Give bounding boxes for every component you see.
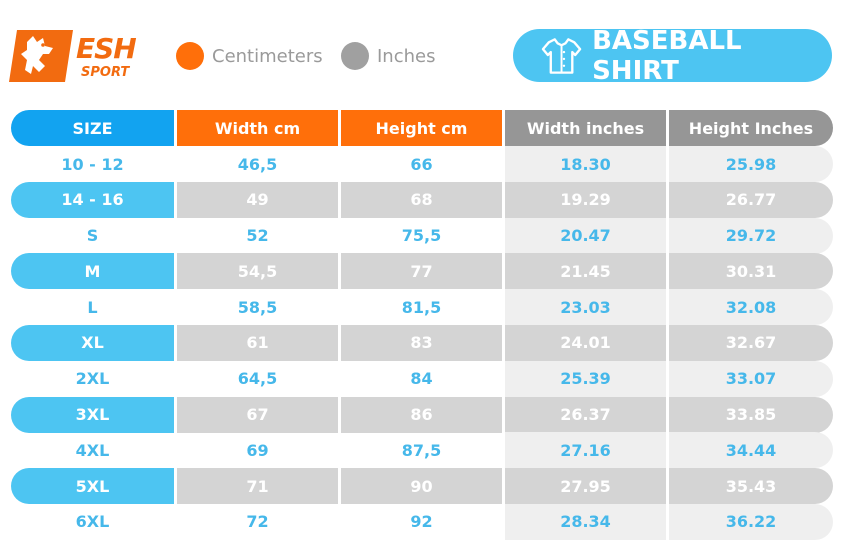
cell-width-cm: 69 <box>246 440 269 460</box>
cell-size: S <box>86 226 99 246</box>
cell-height-inches: 25.98 <box>669 146 833 182</box>
cell-width-inches: 27.95 <box>505 468 666 505</box>
cell-height-cm: 68 <box>341 181 502 218</box>
legend-cm-label: Centimeters <box>212 45 323 67</box>
cell-size: 4XL <box>75 440 110 460</box>
cell-width-inches: 21.45 <box>505 253 666 290</box>
cell-width-cm: 54,5 <box>177 253 338 290</box>
cell-width-cm: 52 <box>246 226 269 246</box>
wolf-logo-icon <box>9 30 73 82</box>
cell-width-inches: 23.03 <box>505 289 666 326</box>
cell-height-cm: 77 <box>341 253 502 290</box>
legend-inches: Inches <box>341 42 435 70</box>
header-height-cm: Height cm <box>341 110 502 146</box>
cell-height-inches: 30.31 <box>669 253 833 290</box>
cell-width-inches: 20.47 <box>505 217 666 254</box>
orange-dot-icon <box>176 42 204 70</box>
cell-width-cm: 67 <box>177 396 338 433</box>
cell-height-inches: 36.22 <box>669 503 833 540</box>
cell-height-cm: 92 <box>410 512 433 532</box>
cell-height-cm: 87,5 <box>401 440 442 460</box>
cell-width-cm: 46,5 <box>237 154 278 174</box>
product-title-pill: BASEBALL SHIRT <box>513 26 832 86</box>
cell-width-cm: 72 <box>246 512 269 532</box>
cell-height-cm: 84 <box>410 369 433 389</box>
table-row: 4XL 69 87,5 27.16 34.44 <box>11 432 833 469</box>
cell-width-inches: 18.30 <box>505 146 666 182</box>
cell-size: 6XL <box>75 512 110 532</box>
cell-height-cm: 66 <box>410 154 433 174</box>
table-row: L 58,5 81,5 23.03 32.08 <box>11 289 833 326</box>
table-row: 3XL 67 86 26.37 33.85 <box>11 396 833 433</box>
cell-size: 10 - 12 <box>61 154 124 174</box>
header-size: SIZE <box>11 110 174 146</box>
cell-width-inches: 19.29 <box>505 181 666 218</box>
table-body: 10 - 12 46,5 66 18.30 25.98 14 - 16 49 68 19.29 2… <box>11 146 833 540</box>
table-row: 14 - 16 49 68 19.29 26.77 <box>11 181 833 218</box>
cell-width-cm: 58,5 <box>237 297 278 317</box>
brand-logo: ESH SPORT <box>9 30 137 84</box>
table-row: XL 61 83 24.01 32.67 <box>11 324 833 361</box>
cell-size: 2XL <box>75 369 110 389</box>
cell-width-inches: 24.01 <box>505 324 666 361</box>
cell-width-inches: 27.16 <box>505 432 666 469</box>
header-height-inches: Height Inches <box>669 110 833 146</box>
table-row: 10 - 12 46,5 66 18.30 25.98 <box>11 146 833 182</box>
shirt-icon <box>541 37 582 74</box>
table-row: 5XL 71 90 27.95 35.43 <box>11 468 833 505</box>
cell-height-cm: 75,5 <box>401 226 442 246</box>
gray-dot-icon <box>341 42 369 70</box>
cell-width-inches: 28.34 <box>505 503 666 540</box>
brand-subname: SPORT <box>81 65 130 80</box>
cell-height-inches: 35.43 <box>669 468 833 505</box>
table-row: 6XL 72 92 28.34 36.22 <box>11 503 833 540</box>
legend-centimeters: Centimeters <box>176 42 323 70</box>
cell-height-inches: 26.77 <box>669 181 833 218</box>
table-row: S 52 75,5 20.47 29.72 <box>11 217 833 254</box>
product-title: BASEBALL SHIRT <box>592 25 742 86</box>
cell-size: M <box>11 253 174 290</box>
cell-width-cm: 64,5 <box>237 369 278 389</box>
cell-height-inches: 33.85 <box>669 396 833 433</box>
header-width-cm: Width cm <box>177 110 338 146</box>
cell-height-inches: 29.72 <box>669 217 833 254</box>
cell-width-cm: 61 <box>177 324 338 361</box>
cell-height-inches: 32.67 <box>669 324 833 361</box>
cell-size: XL <box>11 324 174 361</box>
cell-height-cm: 81,5 <box>401 297 442 317</box>
table-row: M 54,5 77 21.45 30.31 <box>11 253 833 290</box>
cell-width-cm: 71 <box>177 468 338 505</box>
cell-size: 14 - 16 <box>11 181 174 218</box>
cell-width-inches: 25.39 <box>505 360 666 397</box>
cell-width-inches: 26.37 <box>505 396 666 433</box>
cell-height-cm: 90 <box>341 468 502 505</box>
header-width-inches: Width inches <box>505 110 666 146</box>
legend-in-label: Inches <box>377 45 436 67</box>
cell-width-cm: 49 <box>177 181 338 218</box>
cell-size: 5XL <box>11 468 174 505</box>
cell-height-cm: 86 <box>341 396 502 433</box>
brand-name: ESH <box>76 32 137 65</box>
cell-height-inches: 32.08 <box>669 289 833 326</box>
cell-height-inches: 33.07 <box>669 360 833 397</box>
cell-height-cm: 83 <box>341 324 502 361</box>
table-row: 2XL 64,5 84 25.39 33.07 <box>11 360 833 397</box>
table-header-row: SIZE Width cm Height cm Width inches Hei… <box>11 110 833 146</box>
size-chart-table: SIZE Width cm Height cm Width inches Hei… <box>11 110 833 540</box>
cell-size: 3XL <box>11 396 174 433</box>
cell-height-inches: 34.44 <box>669 432 833 469</box>
cell-size: L <box>87 297 98 317</box>
